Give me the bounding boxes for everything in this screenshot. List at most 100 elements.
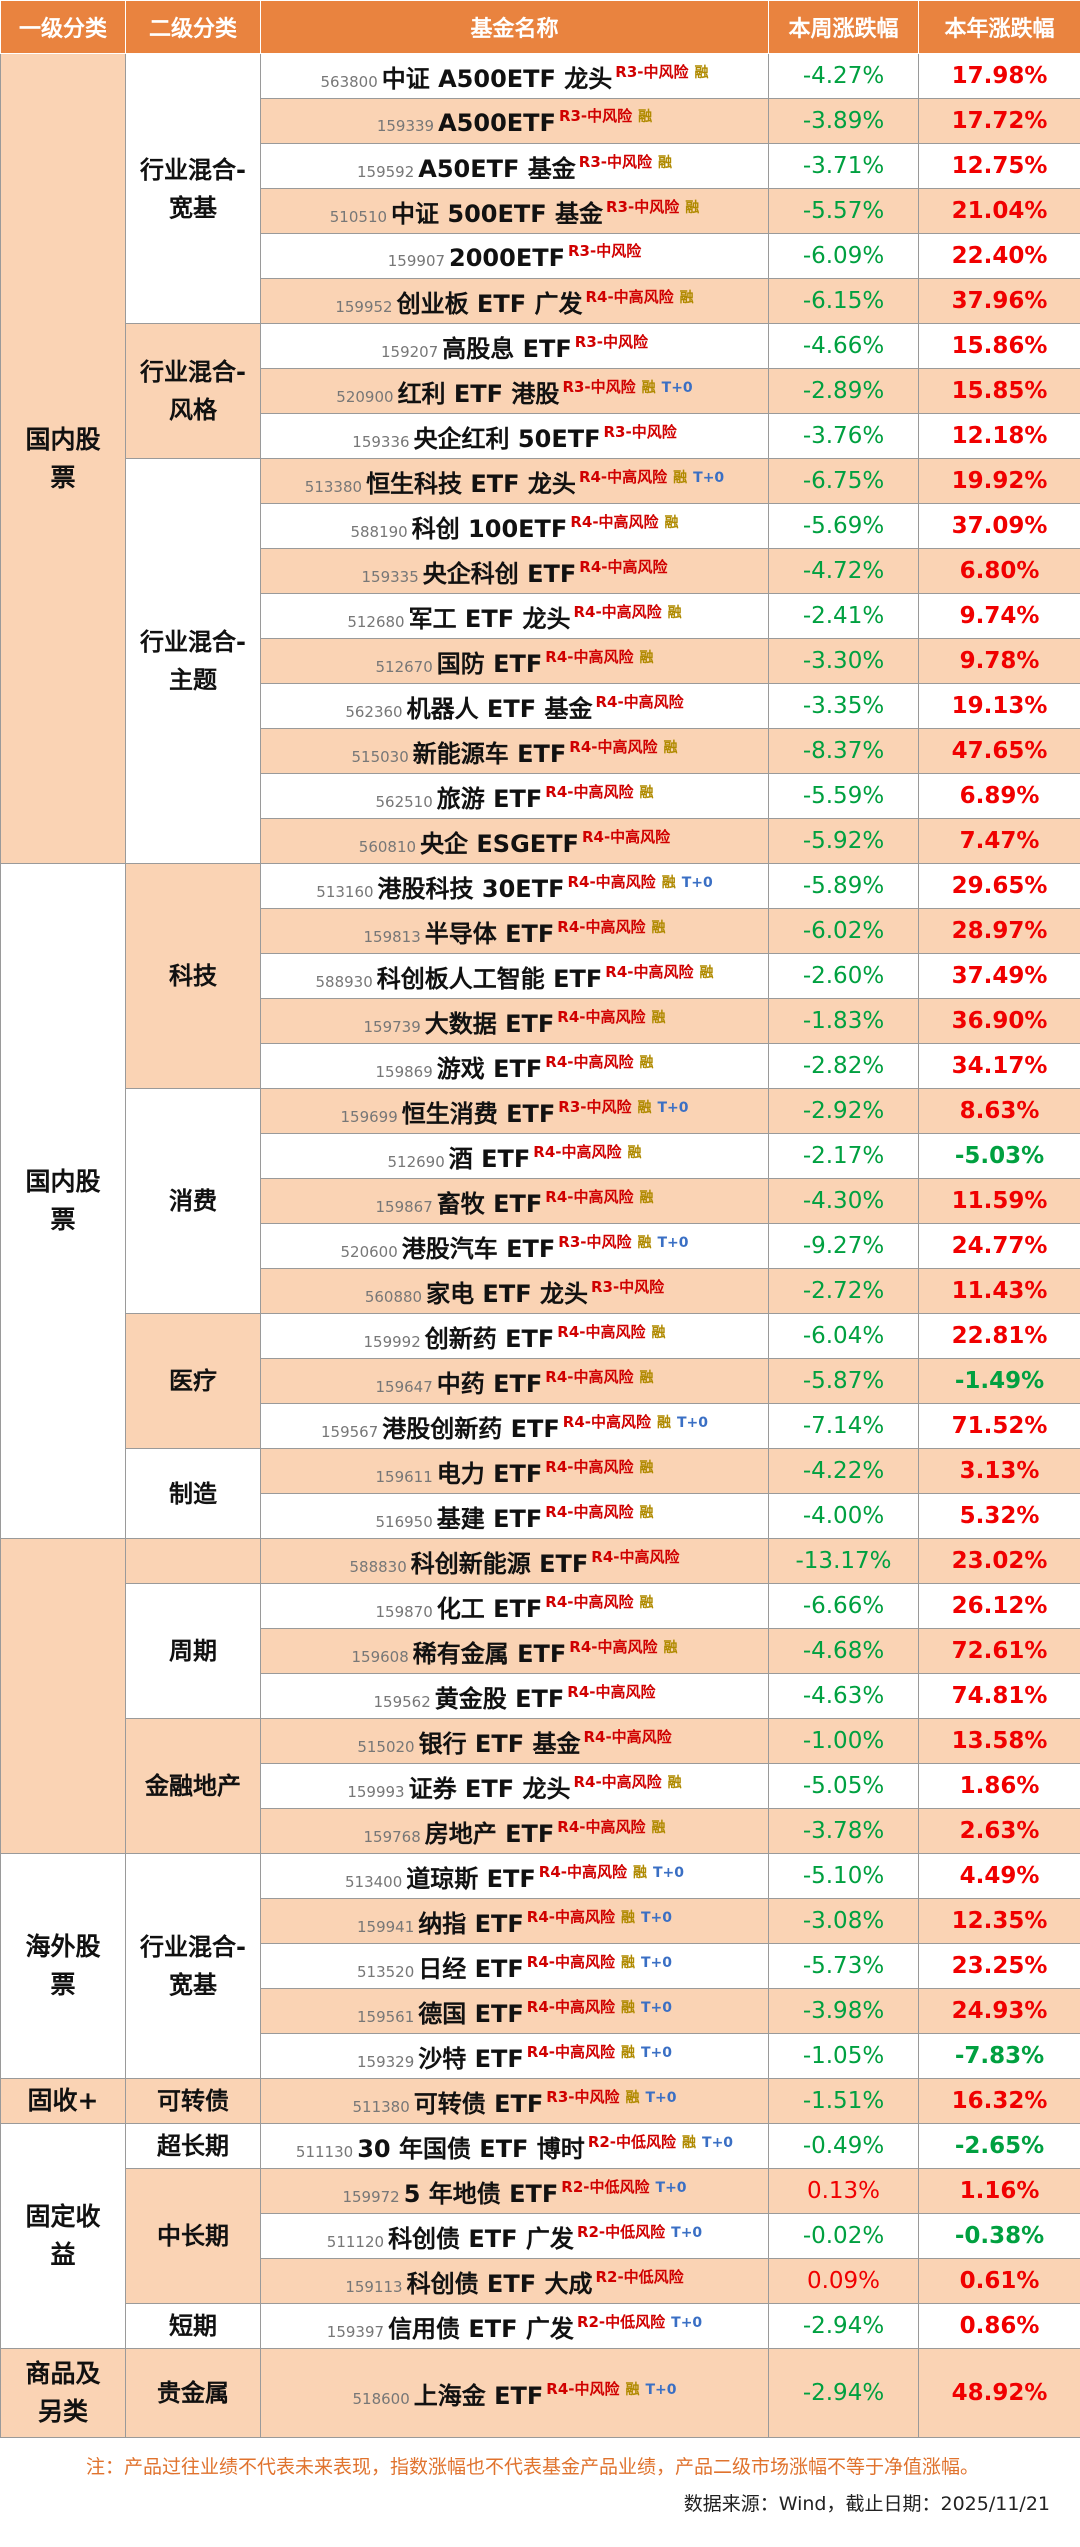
fund-name: 央企红利 50ETF (413, 424, 601, 453)
fund-name-cell: 159952 创业板 ETF 广发 R4-中高风险融 (260, 278, 769, 324)
fund-code: 562510 (375, 792, 433, 811)
risk-level: R4-中高风险 (545, 1457, 634, 1476)
risk-level: R4-中高风险 (562, 1412, 651, 1431)
fund-tag: T+0 (661, 379, 693, 396)
fund-row: 短期 159397 信用债 ETF 广发 R2-中低风险 T+0 -2.94% 0.86% (1, 2303, 1080, 2349)
fund-code: 159329 (356, 2052, 415, 2071)
week-change: -7.14% (768, 1403, 919, 1449)
fund-code: 159592 (357, 162, 415, 181)
fund-name: 2000ETF (449, 244, 565, 272)
year-change: 22.81% (918, 1313, 1080, 1359)
week-change: -5.87% (768, 1358, 919, 1404)
year-change: 16.32% (918, 2078, 1080, 2124)
risk-level: R4-中高风险 (545, 1052, 634, 1071)
fund-name: 央企科创 ETF (422, 559, 577, 588)
week-change: -6.66% (768, 1583, 919, 1629)
fund-tag: 融 (694, 64, 709, 81)
risk-level: R3-中风险 (558, 1097, 632, 1116)
fund-tag: 融 (639, 1189, 654, 1206)
fund-tag: T+0 (671, 2224, 703, 2241)
fund-name-cell: 516950 基建 ETF R4-中高风险融 (260, 1493, 769, 1539)
risk-level: R4-中高风险 (585, 287, 674, 306)
fund-name: 日经 ETF (418, 1954, 524, 1983)
level1-category (0, 1538, 126, 1854)
risk-level: R3-中风险 (615, 62, 689, 81)
level1-category: 商品及另类 (0, 2348, 126, 2438)
level2-category: 短期 (125, 2303, 261, 2349)
fund-row: 中长期 159972 5 年地债 ETF R2-中低风险 T+0 0.13% 1.16% (1, 2168, 1080, 2304)
fund-name: 恒生消费 ETF (401, 1099, 556, 1128)
week-change: -2.94% (768, 2348, 919, 2438)
fund-row: 159739 大数据 ETF R4-中高风险融 -1.83% 36.90% (1, 998, 1080, 1044)
fund-name: 5 年地债 ETF (403, 2179, 559, 2208)
week-change: -3.71% (768, 143, 919, 189)
fund-row: 512670 国防 ETF R4-中高风险融 -3.30% 9.78% (1, 638, 1080, 684)
fund-name: 高股息 ETF (442, 334, 572, 363)
fund-name: 国防 ETF (436, 649, 543, 678)
fund-row: 516950 基建 ETF R4-中高风险融 -4.00% 5.32% (1, 1493, 1080, 1539)
risk-level: R4-中风险 (546, 2379, 620, 2398)
year-change: 19.13% (918, 683, 1080, 729)
year-change: 3.13% (918, 1448, 1080, 1494)
level2-category: 中长期 (125, 2168, 261, 2304)
fund-tag: 融 (657, 154, 672, 171)
fund-name: 家电 ETF 龙头 (426, 1279, 588, 1308)
week-change: -5.57% (768, 188, 919, 234)
fund-tag: 融 (639, 1459, 654, 1476)
fund-code: 159907 (387, 252, 446, 270)
fund-name-cell: 159335 央企科创 ETF R4-中高风险 (260, 548, 769, 594)
fund-row: 制造 159611 电力 ETF R4-中高风险融 -4.22% 3.13% (1, 1448, 1080, 1539)
fund-name: 大数据 ETF (424, 1009, 555, 1038)
fund-row: 562360 机器人 ETF 基金 R4-中高风险 -3.35% 19.13% (1, 683, 1080, 729)
year-change: 11.43% (918, 1268, 1080, 1314)
fund-tag: T+0 (645, 2089, 677, 2106)
week-change: -4.30% (768, 1178, 919, 1224)
fund-row: 商品及另类 贵金属 518600 上海金 ETF R4-中风险融 T+0 -2.94% 48.… (0, 2348, 1080, 2438)
week-change: -5.05% (768, 1763, 919, 1809)
fund-row: 国内股票 科技 513160 港股科技 30ETF R4-中高风险融 T+0 -5.89% 2… (0, 863, 1080, 1539)
risk-level: R4-中高风险 (569, 1637, 658, 1656)
fund-row: 159567 港股创新药 ETF R4-中高风险融 T+0 -7.14% 71.52% (1, 1403, 1080, 1449)
fund-tag: 融 (639, 784, 654, 801)
fund-row: 159592 A50ETF 基金 R3-中风险融 -3.71% 12.75% (1, 143, 1080, 189)
fund-name-cell: 512670 国防 ETF R4-中高风险融 (260, 638, 769, 684)
week-change: -2.72% (768, 1268, 919, 1314)
fund-name-cell: 562360 机器人 ETF 基金 R4-中高风险 (260, 683, 769, 729)
fund-name: 房地产 ETF (424, 1819, 555, 1848)
level2-category: 科技 (125, 863, 261, 1089)
risk-level: R4-中高风险 (526, 1907, 615, 1926)
fund-row: 159993 证券 ETF 龙头 R4-中高风险融 -5.05% 1.86% (1, 1763, 1080, 1809)
fund-name-cell: 159113 科创债 ETF 大成 R2-中低风险 (260, 2258, 769, 2304)
level1-category: 海外股票 (0, 1853, 126, 2079)
fund-tag: T+0 (676, 1414, 709, 1431)
risk-level: R2-中低风险 (595, 2267, 684, 2286)
header-cell: 基金名称 (260, 0, 769, 54)
fund-code: 512690 (387, 1152, 445, 1171)
week-change: -6.04% (768, 1313, 919, 1359)
fund-row: 固收+ 可转债 511380 可转债 ETF R3-中风险融 T+0 -1.51% 16.32… (0, 2078, 1080, 2124)
risk-level: R4-中高风险 (595, 692, 684, 711)
week-change: -6.75% (768, 458, 919, 504)
risk-level: R2-中低风险 (576, 2222, 666, 2241)
fund-code: 159113 (345, 2277, 403, 2296)
footnote: 注：产品过往业绩不代表未来表现，指数涨幅也不代表基金产品业绩，产品二级市场涨幅不… (86, 2456, 980, 2478)
fund-code: 159336 (352, 432, 410, 451)
fund-name-cell: 159699 恒生消费 ETF R3-中风险融 T+0 (260, 1088, 769, 1134)
fund-tag: T+0 (652, 1864, 685, 1881)
fund-name-cell: 511130 30 年国债 ETF 博时 R2-中低风险融 T+0 (260, 2123, 769, 2169)
year-change: 74.81% (918, 1673, 1080, 1719)
fund-row: 588830 科创新能源 ETF R4-中高风险 -13.17% 23.02% (0, 1538, 1080, 1854)
fund-tag: 融 (620, 1909, 635, 1926)
fund-tag: 融 (651, 1324, 666, 1341)
fund-tag: 融 (625, 2381, 640, 2398)
year-change: 22.40% (918, 233, 1080, 279)
week-change: -2.60% (768, 953, 919, 999)
fund-code: 513520 (356, 1962, 415, 1981)
fund-name-cell: 520600 港股汽车 ETF R3-中风险融 T+0 (260, 1223, 769, 1269)
fund-name-cell: 159870 化工 ETF R4-中高风险融 (260, 1583, 769, 1629)
fund-name-cell: 159329 沙特 ETF R4-中高风险融 T+0 (260, 2033, 769, 2079)
year-change: -2.65% (918, 2123, 1080, 2169)
risk-level: R3-中风险 (590, 1277, 665, 1296)
fund-name: 电力 ETF (436, 1459, 543, 1488)
year-change: 1.86% (918, 1763, 1080, 1809)
